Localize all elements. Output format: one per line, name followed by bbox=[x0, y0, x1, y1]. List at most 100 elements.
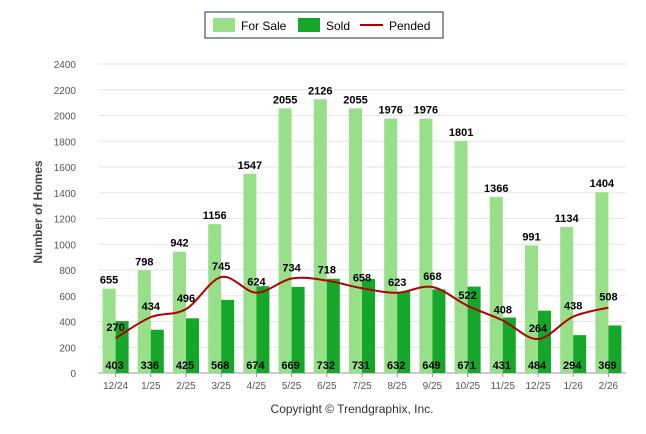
pended-value-label: 434 bbox=[142, 301, 161, 313]
for-sale-value-label: 1404 bbox=[590, 178, 615, 190]
pended-value-label: 624 bbox=[247, 277, 266, 289]
pended-value-label: 623 bbox=[388, 277, 406, 289]
y-tick-label: 1800 bbox=[54, 137, 77, 148]
pended-value-label: 508 bbox=[599, 292, 617, 304]
y-axis: 0 200 400 600 800 1000 1200 1400 1600 1800 2000 220… bbox=[54, 60, 77, 380]
pended-value-label: 438 bbox=[564, 301, 582, 313]
bar-sold bbox=[291, 286, 305, 373]
sold-value-label: 731 bbox=[352, 360, 370, 372]
copyright-text: Copyright © Trendgraphix, Inc. bbox=[271, 402, 434, 416]
x-tick-label: 1/25 bbox=[141, 381, 161, 392]
y-tick-label: 1600 bbox=[54, 163, 77, 174]
for-sale-value-label: 1801 bbox=[449, 127, 473, 139]
y-tick-label: 200 bbox=[59, 343, 76, 354]
x-tick-label: 8/25 bbox=[387, 381, 407, 392]
bar-for-sale bbox=[208, 224, 222, 373]
x-axis: 12/24 1/25 2/25 3/25 4/25 5/25 6/25 7/25 8/25 9/2… bbox=[103, 373, 619, 392]
x-tick-label: 6/25 bbox=[317, 381, 337, 392]
sold-value-label: 674 bbox=[246, 360, 265, 372]
for-sale-value-label: 655 bbox=[100, 275, 118, 287]
bar-for-sale bbox=[243, 173, 257, 373]
for-sale-value-label: 798 bbox=[135, 256, 153, 268]
sold-value-label: 336 bbox=[141, 360, 159, 372]
legend-swatch-sold bbox=[298, 18, 320, 32]
for-sale-value-label: 1156 bbox=[203, 210, 227, 222]
data-labels: 655 403 798 336 942 425 1156 568 1547 674 2055 669 2… bbox=[100, 85, 618, 372]
pended-line-group bbox=[115, 275, 609, 341]
y-tick-label: 2000 bbox=[54, 112, 77, 123]
x-tick-label: 12/24 bbox=[103, 381, 128, 392]
bar-sold bbox=[397, 291, 411, 373]
for-sale-value-label: 991 bbox=[522, 231, 540, 243]
bar-for-sale bbox=[137, 270, 151, 373]
sold-value-label: 425 bbox=[176, 360, 194, 372]
x-tick-label: 2/25 bbox=[176, 381, 196, 392]
x-tick-label: 4/25 bbox=[247, 381, 267, 392]
x-tick-label: 1/26 bbox=[563, 381, 583, 392]
for-sale-value-label: 1547 bbox=[238, 160, 262, 172]
y-tick-label: 600 bbox=[59, 292, 76, 303]
pended-value-label: 264 bbox=[529, 323, 548, 335]
sold-value-label: 669 bbox=[281, 360, 299, 372]
legend-label-for-sale: For Sale bbox=[241, 19, 287, 33]
x-tick-label: 10/25 bbox=[455, 381, 480, 392]
pended-value-label: 408 bbox=[494, 304, 512, 316]
sold-value-label: 732 bbox=[317, 360, 335, 372]
sold-value-label: 649 bbox=[422, 360, 440, 372]
sold-value-label: 294 bbox=[563, 360, 582, 372]
y-axis-title: Number of Homes bbox=[31, 160, 45, 264]
bar-for-sale bbox=[595, 192, 609, 373]
bar-sold bbox=[608, 325, 622, 373]
bar-for-sale bbox=[489, 197, 503, 373]
y-tick-label: 400 bbox=[59, 318, 76, 329]
bar-sold bbox=[221, 299, 235, 373]
pended-value-label: 718 bbox=[318, 265, 336, 277]
bar-sold bbox=[538, 310, 551, 373]
x-tick-label: 3/25 bbox=[211, 381, 231, 392]
y-tick-label: 2200 bbox=[54, 86, 77, 97]
bar-for-sale bbox=[419, 118, 433, 373]
sold-value-label: 369 bbox=[598, 360, 616, 372]
bar-sold bbox=[150, 329, 164, 373]
bar-sold bbox=[326, 278, 340, 373]
pended-value-label: 270 bbox=[106, 322, 124, 334]
y-tick-label: 1200 bbox=[54, 215, 77, 226]
x-tick-label: 12/25 bbox=[525, 381, 550, 392]
y-tick-label: 800 bbox=[59, 266, 76, 277]
for-sale-value-label: 1976 bbox=[378, 105, 402, 117]
y-tick-label: 2400 bbox=[54, 60, 77, 71]
pended-value-label: 658 bbox=[353, 272, 371, 284]
sold-value-label: 671 bbox=[457, 360, 475, 372]
for-sale-value-label: 1976 bbox=[414, 105, 438, 117]
bars bbox=[102, 99, 622, 373]
y-tick-label: 1000 bbox=[54, 240, 77, 251]
pended-value-label: 745 bbox=[212, 261, 230, 273]
legend-label-pended: Pended bbox=[389, 19, 430, 33]
x-tick-label: 5/25 bbox=[282, 381, 302, 392]
bar-for-sale bbox=[525, 245, 538, 373]
legend[interactable]: For Sale Sold Pended bbox=[204, 11, 444, 39]
for-sale-value-label: 2126 bbox=[308, 85, 332, 97]
for-sale-value-label: 1366 bbox=[484, 183, 508, 195]
for-sale-value-label: 1134 bbox=[555, 213, 580, 225]
bar-for-sale bbox=[102, 288, 116, 373]
for-sale-value-label: 2055 bbox=[343, 94, 367, 106]
bar-sold bbox=[502, 317, 516, 373]
for-sale-value-label: 942 bbox=[170, 238, 188, 250]
x-tick-label: 7/25 bbox=[352, 381, 372, 392]
bar-sold bbox=[186, 318, 199, 373]
bar-sold bbox=[115, 321, 129, 373]
bar-for-sale bbox=[313, 99, 327, 373]
bar-for-sale bbox=[560, 226, 574, 373]
sold-value-label: 431 bbox=[493, 360, 511, 372]
bar-for-sale bbox=[454, 141, 468, 373]
pended-line bbox=[115, 275, 609, 341]
x-tick-label: 2/26 bbox=[599, 381, 619, 392]
pended-value-label: 668 bbox=[423, 271, 441, 283]
sold-value-label: 568 bbox=[211, 360, 229, 372]
legend-label-sold: Sold bbox=[326, 19, 350, 33]
sold-value-label: 484 bbox=[528, 360, 547, 372]
bar-sold bbox=[256, 286, 270, 373]
bar-sold bbox=[573, 335, 587, 373]
